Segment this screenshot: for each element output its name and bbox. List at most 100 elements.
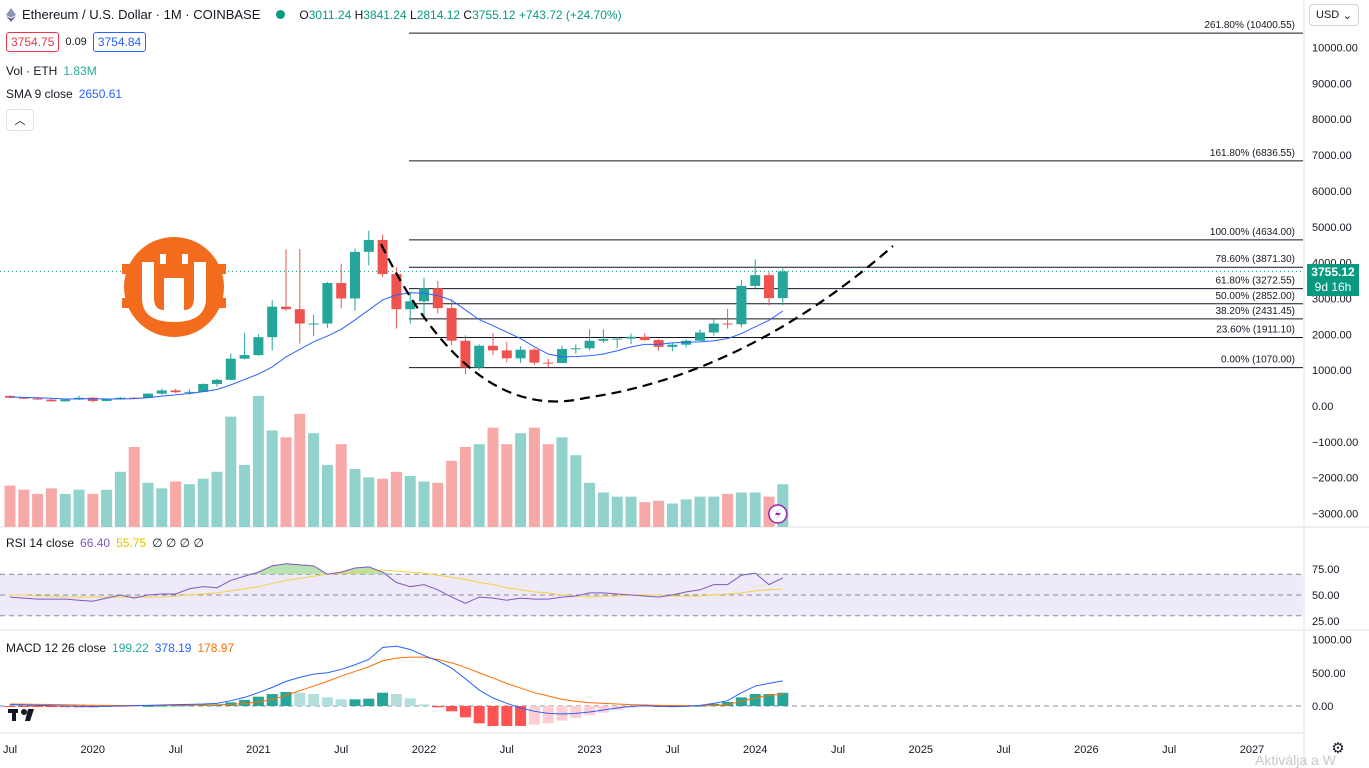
candle-body [777, 271, 788, 299]
macd-histogram-bar [749, 694, 761, 706]
time-tick-label: 2023 [577, 744, 601, 756]
collapse-legend-button[interactable]: ︿ [6, 109, 34, 131]
volume-bar [473, 444, 485, 527]
macd-histogram-bar [501, 706, 513, 726]
price-tick-label: 5000.00 [1312, 222, 1352, 234]
volume-bar [570, 455, 582, 527]
volume-bar [487, 427, 499, 527]
tradingview-logo[interactable] [8, 707, 40, 723]
candle-body [87, 397, 98, 401]
candle-body [626, 336, 636, 339]
macd-histogram-bar [432, 706, 444, 708]
candle-body [198, 383, 209, 392]
macd-histogram-bar [156, 705, 168, 707]
volume-bar [170, 481, 182, 527]
time-tick-label: Jul [1162, 744, 1176, 756]
macd-histogram-bar [446, 706, 458, 712]
price-tick-label: 3000.00 [1312, 293, 1352, 305]
time-tick-label: Jul [500, 744, 514, 756]
rsi-overbought-fill [244, 563, 328, 575]
volume-bar [556, 437, 568, 527]
volume-bar [735, 492, 747, 527]
price-tick-label: 2000.00 [1312, 329, 1352, 341]
candle-body [101, 398, 112, 401]
candle-body [5, 395, 15, 398]
candle-body [322, 283, 333, 324]
macd-histogram-bar [59, 706, 71, 708]
symbol-title[interactable]: Ethereum / U.S. Dollar · 1M · COINBASE [22, 7, 261, 22]
time-tick-label: 2027 [1240, 744, 1264, 756]
rsi-legend[interactable]: RSI 14 close 66.40 55.75 ∅ ∅ ∅ ∅ [6, 536, 204, 550]
candle-body [267, 306, 278, 338]
volume-bar [501, 444, 513, 527]
volume-bar [625, 496, 637, 527]
candle-body [336, 283, 347, 299]
buy-price-button[interactable]: 3754.84 [92, 32, 147, 52]
chevron-down-icon: ⌄ [1342, 9, 1352, 22]
candle-body [557, 348, 567, 363]
fib-level-label: 23.60% (1911.10) [1216, 324, 1295, 335]
volume-bar [377, 478, 389, 527]
candle-body [750, 275, 761, 286]
candle-body [446, 308, 457, 341]
market-status-icon [276, 10, 286, 19]
volume-bar [639, 502, 651, 527]
sma-legend[interactable]: SMA 9 close 2650.61 [6, 87, 123, 101]
candle-body [405, 301, 416, 310]
candle-body [115, 397, 126, 399]
volume-bar [542, 444, 554, 527]
candle-body [225, 358, 236, 380]
candle-body [18, 397, 29, 399]
price-tick-label: 6000.00 [1312, 186, 1352, 198]
macd-legend[interactable]: MACD 12 26 close 199.22 378.19 178.97 [6, 641, 235, 655]
volume-bar [128, 446, 140, 527]
volume-bar [197, 478, 209, 527]
macd-histogram-bar [515, 706, 527, 726]
price-tick-label: 0.00 [1312, 401, 1333, 413]
macd-histogram-bar [459, 706, 471, 718]
settings-gear-icon[interactable]: ⚙ [1331, 740, 1345, 757]
time-tick-label: 2024 [743, 744, 767, 756]
last-price-label: 3755.12 9d 16h [1307, 264, 1359, 296]
volume-bar [528, 427, 540, 527]
currency-select[interactable]: USD ⌄ [1309, 4, 1359, 26]
volume-bar [59, 493, 71, 527]
sell-price-button[interactable]: 3754.75 [6, 32, 60, 52]
candle-body [598, 338, 609, 341]
macd-histogram-bar [584, 706, 596, 716]
price-tick-label: 9000.00 [1312, 78, 1352, 90]
time-tick-label: Jul [665, 744, 679, 756]
macd-histogram-bar [308, 694, 320, 706]
macd-tick-label: 0.00 [1312, 701, 1333, 713]
macd-histogram-bar [473, 706, 485, 724]
candle-body [170, 390, 181, 393]
macd-histogram-bar [266, 694, 278, 706]
candle-body [708, 323, 719, 333]
volume-bar [722, 493, 734, 527]
candle-body [584, 340, 595, 349]
volume-bar [266, 430, 278, 527]
macd-histogram-bar [349, 699, 361, 706]
volume-bar [114, 471, 126, 527]
candle-body [764, 275, 774, 299]
volume-bar [666, 503, 678, 527]
volume-bar [252, 395, 264, 527]
time-tick-label: Jul [334, 744, 348, 756]
volume-bar [239, 464, 251, 527]
volume-legend[interactable]: Vol · ETH 1.83M [6, 64, 97, 78]
ethereum-logo-icon [6, 7, 16, 22]
volume-bar [708, 496, 720, 527]
macd-histogram-bar [294, 692, 306, 706]
volume-bar [680, 499, 692, 527]
macd-histogram-bar [528, 706, 540, 725]
macd-histogram-bar [556, 706, 568, 721]
volume-bar [18, 489, 30, 527]
candle-body [543, 362, 554, 364]
macd-histogram-bar [4, 706, 16, 707]
macd-histogram-bar [363, 698, 375, 706]
volume-bar [225, 416, 237, 527]
price-change: +743.72 (+24.70%) [518, 7, 622, 22]
candle-body [350, 251, 360, 299]
volume-bar [432, 482, 444, 527]
